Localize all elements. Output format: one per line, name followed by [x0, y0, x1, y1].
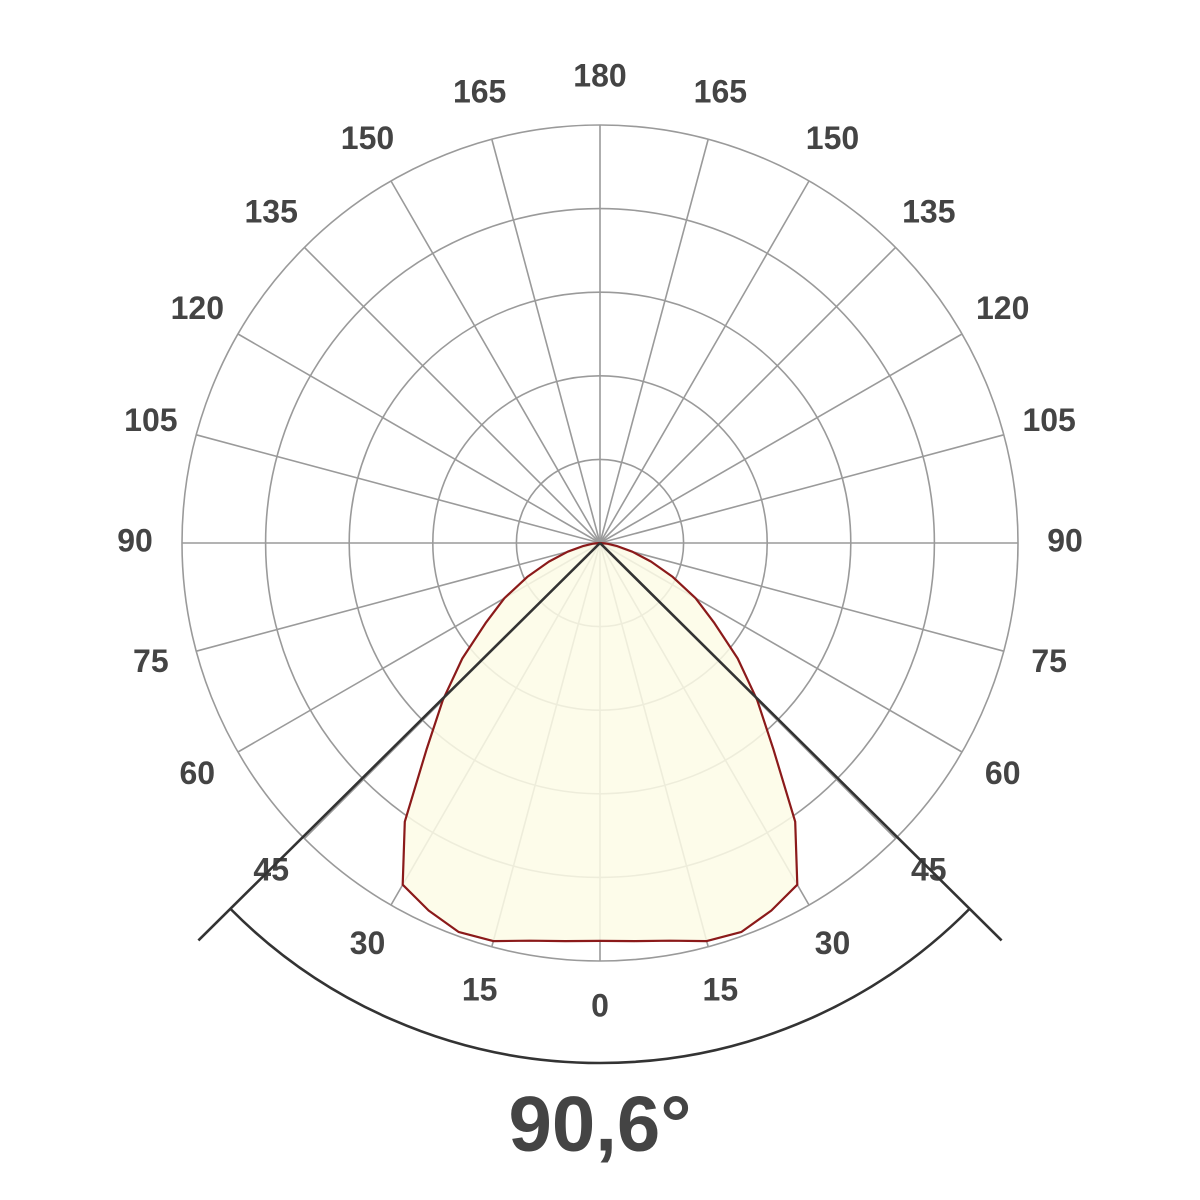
angle-label: 75 [1031, 643, 1067, 679]
beam-arc [229, 907, 971, 1065]
grid-spoke [599, 434, 1004, 544]
grid-spoke [196, 542, 601, 652]
grid-spoke [599, 246, 897, 544]
grid-spoke [599, 542, 1004, 652]
grid-spoke [390, 180, 601, 544]
beam-line [197, 542, 601, 942]
curve-fill [402, 543, 600, 942]
angle-label: 90 [117, 522, 153, 558]
beam-label: 90,6° [508, 1080, 691, 1168]
angle-label: 165 [453, 73, 506, 109]
angle-label: 165 [694, 73, 747, 109]
angle-label: 90 [1047, 522, 1083, 558]
angle-label: 75 [133, 643, 169, 679]
curve-fill [600, 543, 798, 942]
grid-spoke [599, 139, 709, 544]
grid-spoke [196, 434, 601, 544]
grid-spoke [491, 139, 601, 544]
angle-label: 120 [976, 290, 1029, 326]
angle-label: 60 [180, 755, 216, 791]
angle-label: 15 [703, 972, 739, 1008]
grid-spoke [237, 333, 601, 544]
angle-label: 120 [171, 290, 224, 326]
angle-label: 0 [591, 987, 609, 1023]
grid-spoke [303, 246, 601, 544]
angle-label: 150 [341, 120, 394, 156]
angle-label: 180 [573, 57, 626, 93]
angle-label: 150 [806, 120, 859, 156]
angle-label: 105 [124, 402, 177, 438]
beam-line [599, 542, 1003, 942]
angle-label: 60 [985, 755, 1021, 791]
grid-spoke [599, 333, 963, 544]
angle-label: 30 [350, 925, 386, 961]
angle-label: 15 [462, 972, 498, 1008]
angle-label: 135 [245, 194, 298, 230]
angle-label: 30 [815, 925, 851, 961]
angle-label: 135 [902, 194, 955, 230]
grid-spoke [599, 180, 810, 544]
angle-label: 105 [1022, 402, 1075, 438]
